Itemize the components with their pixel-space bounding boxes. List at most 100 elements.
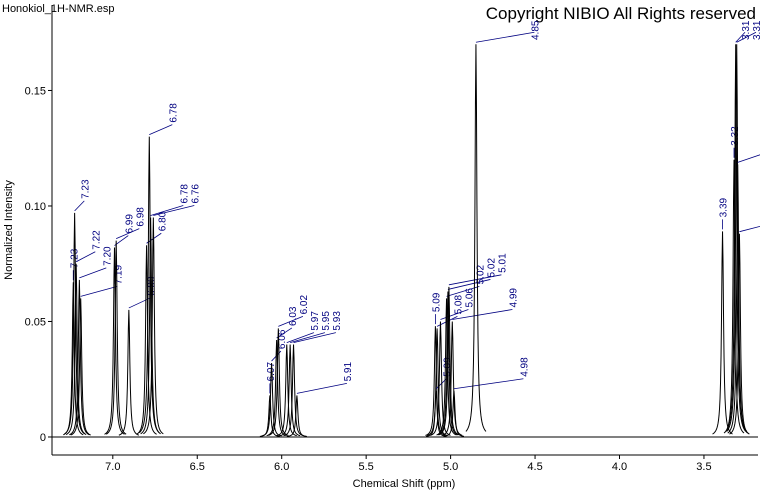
y-tick-label: 0.15 [25, 85, 46, 97]
peak [280, 344, 301, 437]
x-tick-label: 6.0 [274, 461, 289, 473]
x-tick-label: 6.5 [190, 461, 205, 473]
peak-leader [736, 31, 757, 43]
peak-leader [128, 297, 151, 309]
peak-leader [116, 228, 140, 239]
x-tick-label: 5.5 [359, 461, 374, 473]
peak-label: 6.06 [277, 329, 288, 349]
peak-label: 5.93 [332, 311, 343, 331]
peak-label: 5.02 [486, 258, 497, 278]
peak [442, 321, 463, 436]
peak [276, 344, 297, 437]
peak [712, 231, 733, 435]
peak-label: 6.78 [168, 103, 179, 123]
peak-label: 5.09 [431, 292, 442, 312]
peak-label: 3.31 [741, 20, 752, 40]
peak [140, 217, 161, 435]
peak [136, 245, 157, 435]
peak [268, 328, 289, 436]
peak [443, 390, 465, 437]
peak [725, 44, 747, 432]
peak [65, 263, 87, 435]
peak-label: 3.31 [752, 20, 760, 40]
peak-leader [278, 316, 304, 327]
peak-leader [153, 205, 195, 216]
peak-label: 6.78 [179, 184, 190, 204]
peak-label: 6.03 [288, 306, 299, 326]
peak [430, 321, 451, 436]
peak [69, 279, 90, 436]
peak [426, 328, 448, 436]
peak-label: 6.99 [124, 214, 135, 234]
y-tick-label: 0.10 [25, 201, 46, 213]
y-axis-label: Normalized Intensity [3, 180, 15, 280]
peak-leader [440, 309, 469, 320]
peak-label: 6.98 [135, 207, 146, 227]
peak-leader [276, 327, 293, 339]
peak-label: 7.22 [91, 230, 102, 250]
peak-leader [290, 332, 325, 343]
peak [105, 240, 127, 435]
peak-leader [447, 279, 491, 290]
peak-leader [286, 332, 315, 343]
peak-label: 6.76 [190, 184, 201, 204]
peak [286, 395, 307, 437]
x-tick-label: 7.0 [105, 461, 120, 473]
peak-label: 3.39 [719, 197, 730, 217]
y-tick-label: 0 [40, 432, 46, 444]
peak [70, 298, 91, 436]
watermark: Copyright NIBIO All Rights reserved [486, 4, 756, 23]
peak-leader [452, 309, 513, 320]
peak [143, 217, 164, 435]
y-tick-label: 0.05 [25, 316, 46, 328]
peak-leader [475, 31, 535, 43]
peak [118, 309, 140, 436]
peak-label: 4.85 [530, 20, 541, 40]
chart-title: Honokiol_1H-NMR.esp [2, 3, 115, 15]
peak-label: 4.99 [508, 288, 519, 308]
peak-leader [75, 251, 96, 263]
peak [437, 291, 459, 436]
peak-label: 7.23 [80, 179, 91, 199]
peak-label: 6.80 [157, 211, 168, 231]
peak-leader [79, 267, 107, 279]
peak-leader [114, 235, 129, 246]
peak [436, 298, 457, 436]
peak-leader [80, 285, 118, 297]
peak [438, 286, 460, 436]
peak-leader [74, 200, 85, 212]
peak [64, 212, 85, 435]
x-tick-label: 5.0 [443, 461, 458, 473]
peak-label: 5.08 [453, 295, 464, 315]
peak-leader [448, 274, 502, 286]
peak-label: 7.20 [102, 246, 113, 266]
x-axis-label: Chemical Shift (ppm) [353, 478, 456, 490]
peak-leader [737, 154, 760, 163]
x-tick-label: 3.5 [696, 461, 711, 473]
peak-leader [296, 383, 347, 394]
peak-leader [735, 31, 746, 43]
peak-leader [293, 332, 336, 343]
peak [425, 326, 446, 436]
peak-label: 5.91 [343, 361, 354, 381]
peak [283, 344, 304, 437]
peak [727, 164, 749, 434]
peak [104, 247, 125, 435]
x-tick-label: 4.5 [527, 461, 542, 473]
peak [465, 44, 487, 432]
peak-label: 7.19 [113, 264, 124, 284]
peak-leader [149, 124, 173, 136]
peak-label: 5.06 [464, 288, 475, 308]
peak-leader [739, 225, 760, 233]
peak-label: 5.02 [475, 264, 486, 284]
peak [729, 233, 750, 435]
peak-leader [453, 378, 524, 390]
peak-label: 4.98 [519, 357, 530, 377]
peak-label: 5.01 [497, 253, 508, 273]
x-tick-label: 4.0 [612, 461, 627, 473]
peak-label: 5.97 [310, 311, 321, 331]
peak-leader [150, 205, 184, 216]
peak-label: 6.02 [299, 295, 310, 315]
peak-label: 5.95 [321, 311, 332, 331]
